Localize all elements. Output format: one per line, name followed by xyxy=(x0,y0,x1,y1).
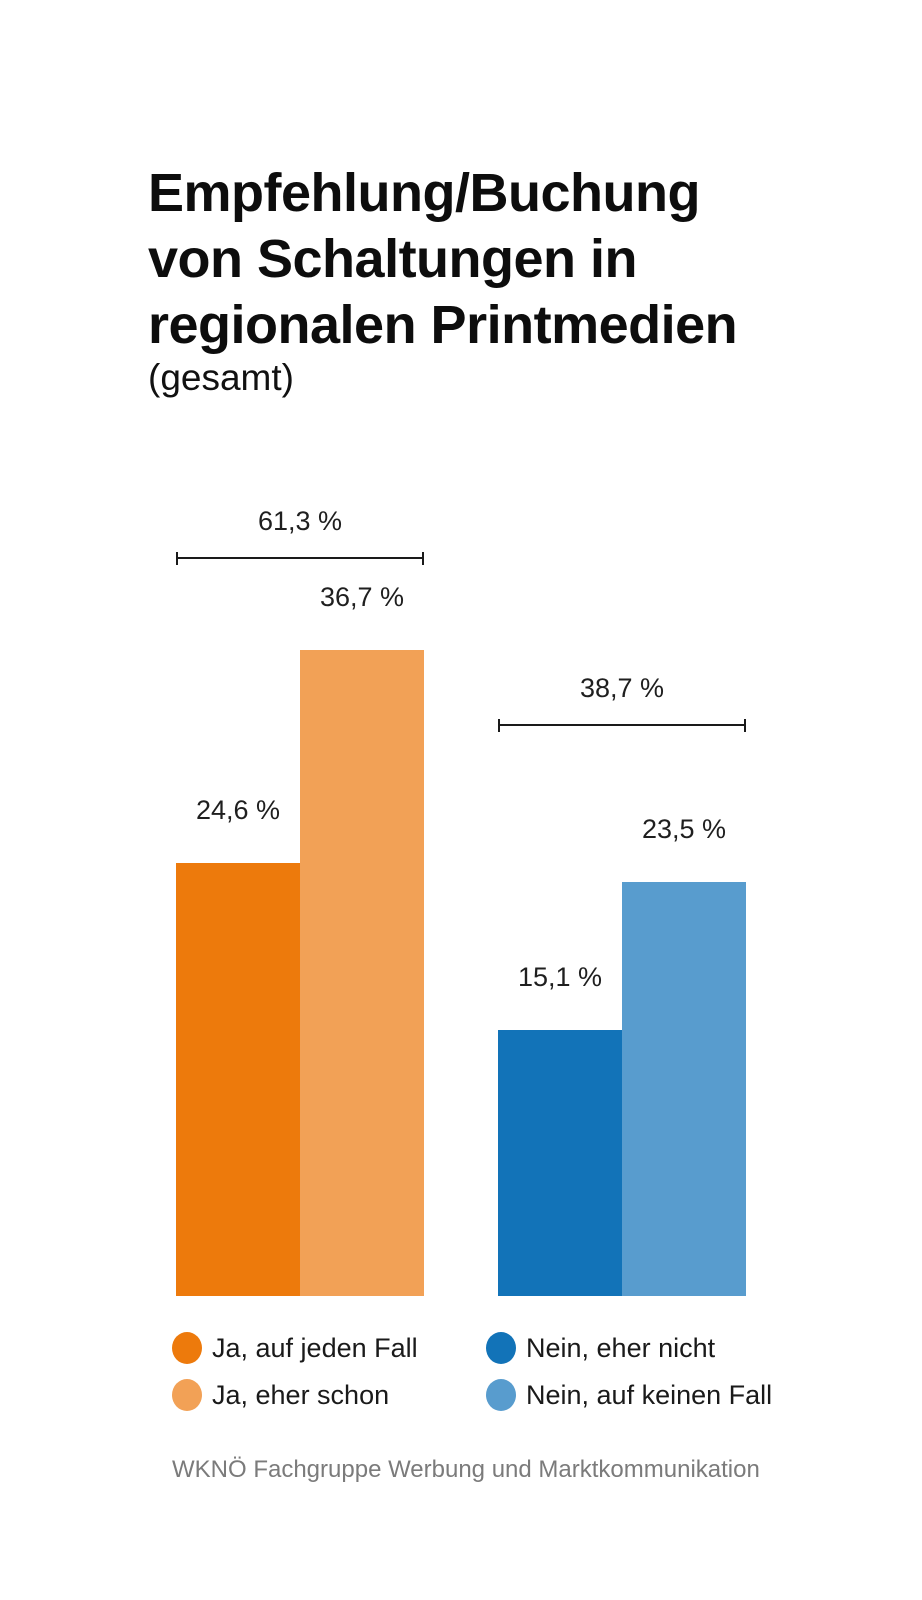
chart-title-line-3: regionalen Printmedien xyxy=(148,295,738,355)
source-attribution: WKNÖ Fachgruppe Werbung und Marktkommuni… xyxy=(172,1456,760,1483)
group-total-label-nein: 38,7 % xyxy=(579,673,665,703)
chart-title-line-2: von Schaltungen in xyxy=(148,229,638,289)
legend-dot-icon xyxy=(486,1332,516,1364)
value-label-ja-eher-schon: 36,7 % xyxy=(319,582,405,612)
legend-dot-icon xyxy=(486,1379,516,1411)
value-label-nein-eher-nicht: 15,1 % xyxy=(517,962,603,992)
group-bracket-ja xyxy=(176,552,424,565)
bar-nein-auf-keinen-fall xyxy=(622,882,746,1296)
value-label-ja-auf-jeden-fall: 24,6 % xyxy=(195,795,281,825)
legend-label: Nein, eher nicht xyxy=(526,1333,716,1363)
legend-label: Nein, auf keinen Fall xyxy=(526,1380,773,1410)
group-bracket-line xyxy=(500,724,744,726)
bar-nein-eher-nicht xyxy=(498,1030,622,1296)
group-bracket-line xyxy=(178,557,422,559)
chart-title: Empfehlung/Buchung von Schaltungen in re… xyxy=(148,160,738,358)
chart-subtitle: (gesamt) xyxy=(148,357,294,398)
group-total-label-ja: 61,3 % xyxy=(257,506,343,536)
legend-dot-icon xyxy=(172,1332,202,1364)
bar-ja-auf-jeden-fall xyxy=(176,863,300,1296)
value-label-nein-auf-keinen-fall: 23,5 % xyxy=(641,814,727,844)
chart-title-line-1: Empfehlung/Buchung xyxy=(148,163,700,223)
group-bracket-nein xyxy=(498,719,746,732)
legend-label: Ja, auf jeden Fall xyxy=(212,1333,418,1363)
legend-label: Ja, eher schon xyxy=(212,1380,390,1410)
legend-dot-icon xyxy=(172,1379,202,1411)
bar-ja-eher-schon xyxy=(300,650,424,1296)
